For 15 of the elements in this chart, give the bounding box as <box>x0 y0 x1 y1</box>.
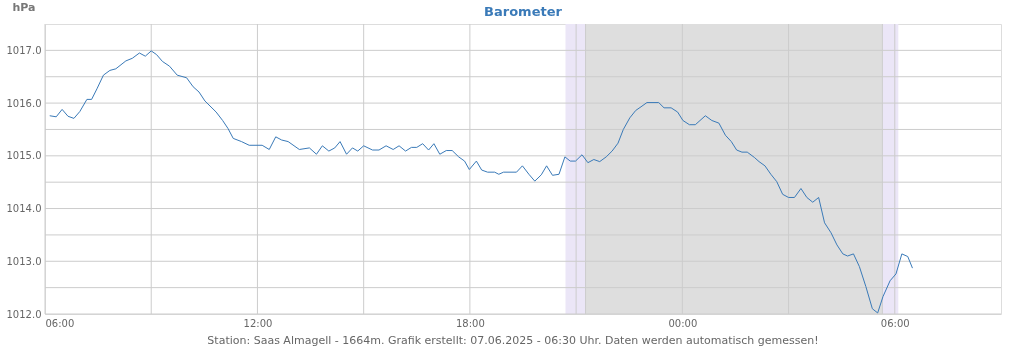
y-tick-label: 1015.0 <box>6 150 42 162</box>
x-tick-label: 06:00 <box>45 317 75 329</box>
x-tick-label: 18:00 <box>455 317 485 329</box>
y-tick-label: 1016.0 <box>6 97 42 109</box>
chart-title: Barometer <box>484 4 563 19</box>
x-tick-label: 06:00 <box>880 317 910 329</box>
y-tick-label: 1013.0 <box>6 255 42 267</box>
y-tick-label: 1017.0 <box>6 44 42 56</box>
y-axis-title: hPa <box>12 0 36 14</box>
text: Station: Saas Almagell - 1664m. Grafik erstellt: 07.06.2025 - 06:30 Uhr. Daten werden automatisch gemessen! <box>207 334 819 347</box>
y-tick-label: 1014.0 <box>6 203 42 215</box>
x-tick-label: 00:00 <box>668 317 698 329</box>
line-series <box>49 50 913 314</box>
x-tick-label: 12:00 <box>243 317 273 329</box>
y-tick-label: 1012.0 <box>6 308 42 320</box>
